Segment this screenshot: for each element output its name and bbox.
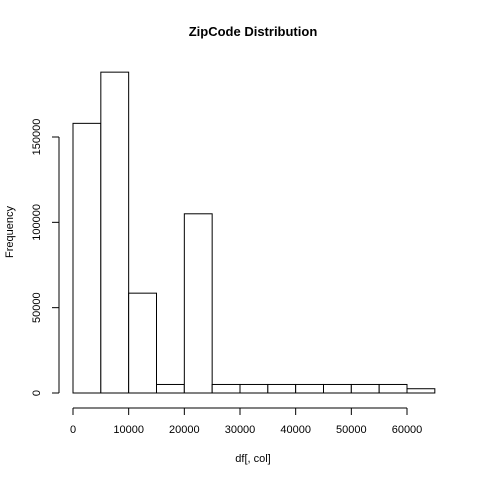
x-tick-label: 20000 xyxy=(169,424,200,436)
histogram-bar-12 xyxy=(378,383,408,394)
histogram-bar-2 xyxy=(100,71,130,394)
histogram-bar-6 xyxy=(211,383,241,394)
x-axis: 0 10000 20000 30000 40000 50000 60000 xyxy=(70,407,423,436)
x-tick-label: 10000 xyxy=(113,424,144,436)
histogram-bar-5 xyxy=(183,213,213,394)
histogram-bar-4 xyxy=(156,383,185,394)
x-tick-label: 60000 xyxy=(392,424,423,436)
histogram-bar-7 xyxy=(239,383,269,394)
histogram-bar-3 xyxy=(128,292,157,394)
histogram-bar-13 xyxy=(406,388,436,394)
histogram-bar-11 xyxy=(350,383,380,394)
y-tick-label: 0 xyxy=(31,390,43,396)
x-axis-label: df[, col] xyxy=(235,453,270,465)
y-axis: 0 50000 100000 150000 xyxy=(31,119,60,396)
x-tick-label: 30000 xyxy=(225,424,256,436)
y-tick-label: 150000 xyxy=(31,119,43,156)
x-tick-label: 50000 xyxy=(336,424,367,436)
histogram-bar-10 xyxy=(323,383,352,394)
x-tick-label: 40000 xyxy=(280,424,311,436)
y-axis-label: Frequency xyxy=(4,206,16,258)
y-tick-label: 100000 xyxy=(31,204,43,241)
x-tick-label: 0 xyxy=(70,424,76,436)
bars-layer xyxy=(72,71,436,394)
chart-title: ZipCode Distribution xyxy=(189,24,318,39)
y-tick-label: 50000 xyxy=(31,292,43,323)
histogram-bar-1 xyxy=(72,122,102,394)
histogram-bar-8 xyxy=(267,383,297,394)
histogram-bar-9 xyxy=(295,383,325,394)
